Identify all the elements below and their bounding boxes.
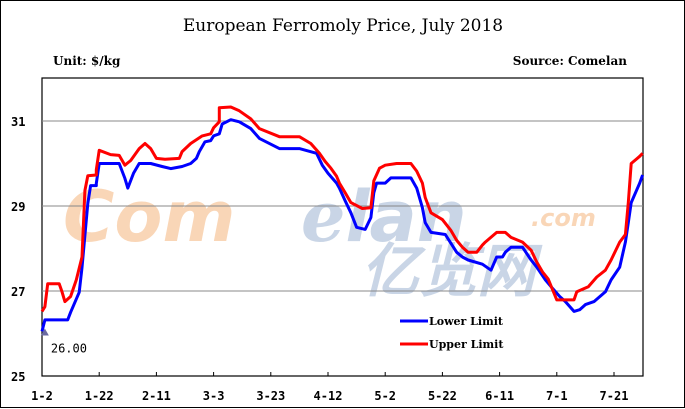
x-tick-label: 6-11 — [485, 389, 514, 403]
grid — [42, 120, 643, 292]
x-tick-label: 7-21 — [600, 389, 629, 403]
watermark-com: Com — [63, 176, 235, 258]
chart-title: European Ferromoly Price, July 2018 — [183, 16, 503, 36]
x-tick-label: 7-1 — [546, 389, 568, 403]
legend-label-upper: Upper Limit — [429, 338, 504, 351]
annotation: 26.00 — [40, 328, 87, 356]
y-tick-label: 25 — [11, 370, 25, 384]
source-label: Source: Comelan — [513, 54, 627, 68]
y-axis: 25 27 29 31 — [11, 115, 25, 384]
watermark-suffix: .com — [531, 204, 596, 232]
series-group — [40, 105, 645, 332]
x-tick-label: 5-22 — [428, 389, 457, 403]
x-tick-label: 2-11 — [142, 389, 171, 403]
series-line-upper-limit — [40, 105, 644, 313]
y-tick-label: 31 — [11, 115, 25, 129]
x-tick-label: 3-23 — [256, 389, 285, 403]
x-tick-label: 3-3 — [203, 389, 225, 403]
x-axis: 1-2 1-22 2-11 3-3 3-23 4-12 5-2 5-22 6-11 7-1 7-21 — [31, 372, 628, 403]
legend-label-lower: Lower Limit — [429, 315, 504, 328]
unit-label: Unit: $/kg — [53, 54, 121, 68]
x-tick-label: 4-12 — [314, 389, 343, 403]
y-tick-label: 27 — [11, 285, 25, 299]
plot-area — [41, 77, 644, 377]
x-tick-label: 1-2 — [31, 389, 53, 403]
annotation-label: 26.00 — [51, 342, 87, 356]
x-tick-label: 1-22 — [85, 389, 114, 403]
annotation-marker — [40, 328, 49, 336]
legend: Lower Limit Upper Limit — [400, 315, 504, 351]
y-tick-label: 29 — [11, 200, 25, 214]
x-tick-label: 5-2 — [374, 389, 396, 403]
